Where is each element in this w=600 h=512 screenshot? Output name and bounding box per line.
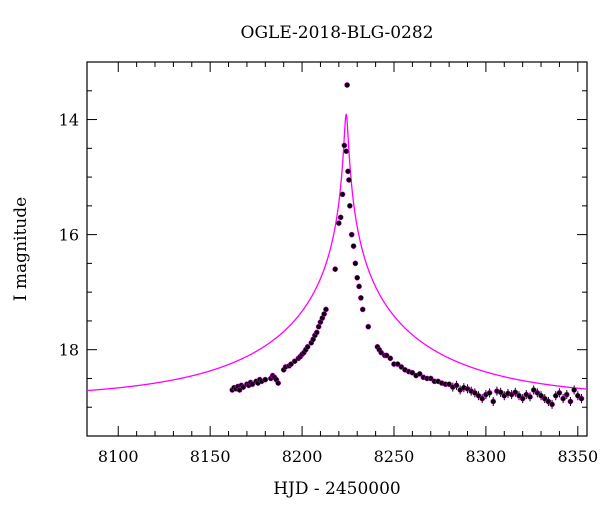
- y-axis-label: I magnitude: [11, 197, 31, 301]
- data-point: [516, 392, 522, 399]
- data-point: [398, 364, 405, 370]
- data-point: [574, 392, 581, 399]
- data-point: [530, 387, 537, 393]
- x-tick-label: 8150: [190, 447, 231, 466]
- data-point: [341, 142, 348, 149]
- data-point: [486, 389, 493, 396]
- data-point: [332, 266, 339, 272]
- data-point: [356, 283, 362, 290]
- y-tick-label: 18: [59, 341, 79, 360]
- data-point: [512, 389, 519, 396]
- data-point: [323, 306, 329, 313]
- data-point: [291, 358, 298, 365]
- data-point: [534, 389, 541, 396]
- model-curve: [87, 113, 587, 392]
- data-point: [288, 361, 294, 367]
- data-point: [571, 387, 577, 393]
- data-point: [240, 384, 247, 390]
- data-points: [229, 82, 585, 409]
- data-point: [387, 355, 394, 362]
- data-point: [475, 392, 482, 399]
- data-point: [538, 392, 544, 399]
- data-point: [427, 375, 434, 382]
- x-tick-label: 8100: [98, 447, 139, 466]
- data-point: [345, 168, 351, 175]
- data-point: [262, 376, 269, 383]
- data-point: [304, 343, 311, 350]
- data-point: [383, 352, 390, 359]
- data-point: [365, 323, 372, 330]
- x-tick-label: 8200: [282, 447, 323, 466]
- y-tick-label: 16: [59, 226, 79, 245]
- data-point: [541, 395, 548, 402]
- data-point: [446, 381, 452, 388]
- data-point: [453, 382, 460, 389]
- chart-title: OGLE-2018-BLG-0282: [241, 23, 434, 43]
- x-tick-label: 8300: [466, 447, 507, 466]
- data-point: [497, 389, 504, 396]
- data-point: [354, 274, 361, 281]
- data-point: [346, 177, 352, 183]
- data-point: [339, 191, 346, 198]
- data-point: [479, 395, 486, 402]
- data-point: [249, 381, 256, 388]
- x-tick-label: 8350: [557, 447, 598, 466]
- data-point: [378, 349, 384, 356]
- data-point: [560, 395, 566, 402]
- data-point: [275, 380, 282, 386]
- data-point: [347, 202, 353, 209]
- y-tick-label: 14: [59, 111, 79, 130]
- x-axis-label: HJD - 2450000: [273, 479, 401, 499]
- axis-ticks: 8100 8150 8200 8250 8300 8350 14 16 18: [59, 62, 598, 466]
- data-point: [416, 371, 423, 377]
- data-point: [567, 398, 574, 405]
- data-point: [545, 398, 552, 405]
- data-point: [344, 82, 350, 88]
- model-curve-path: [87, 113, 587, 392]
- data-point: [409, 369, 416, 376]
- data-point: [352, 260, 359, 267]
- x-tick-label: 8250: [374, 447, 415, 466]
- data-point: [563, 391, 570, 398]
- data-point: [335, 220, 342, 226]
- data-point: [313, 329, 320, 336]
- data-point: [490, 398, 497, 405]
- data-point: [358, 295, 364, 301]
- data-point: [337, 214, 344, 221]
- data-point: [519, 395, 526, 402]
- data-point: [552, 392, 559, 399]
- data-point: [472, 389, 478, 396]
- data-point: [549, 401, 555, 408]
- data-point: [348, 231, 355, 238]
- data-point: [578, 395, 585, 402]
- data-point: [350, 243, 357, 249]
- data-point: [359, 306, 366, 313]
- data-point: [556, 389, 563, 396]
- data-point: [343, 148, 350, 155]
- data-point: [527, 394, 533, 400]
- data-point: [394, 361, 401, 367]
- plot-frame: [86, 61, 588, 437]
